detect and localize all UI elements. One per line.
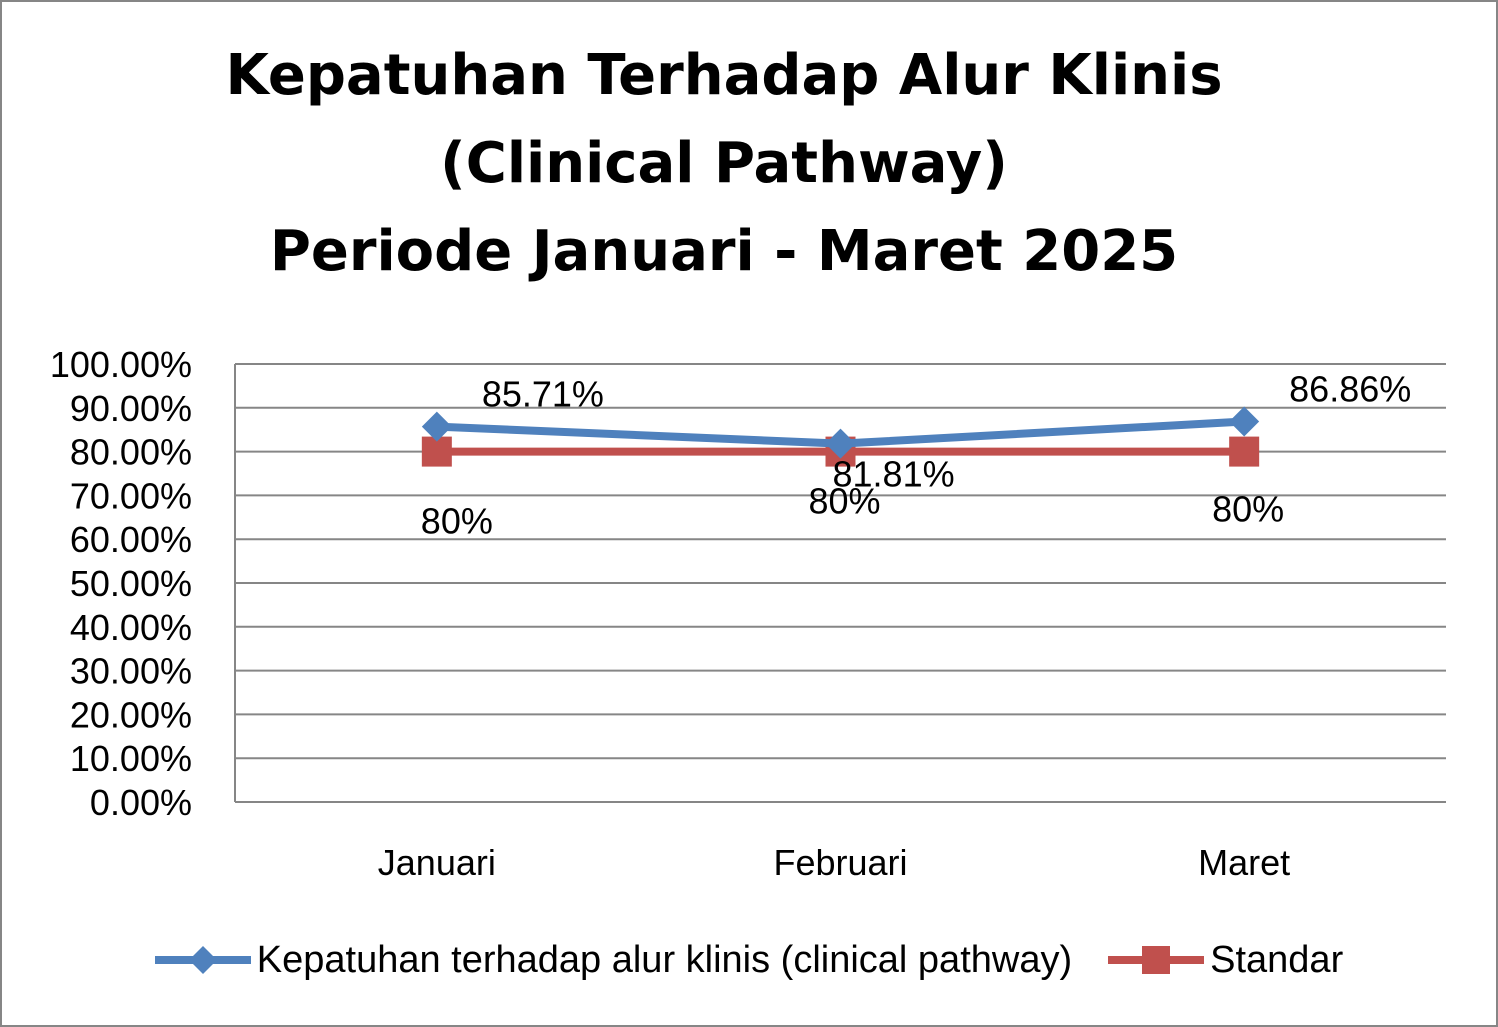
data-point-square <box>1229 436 1260 467</box>
y-tick-label: 80.00% <box>70 432 192 473</box>
data-label: 80% <box>421 501 493 542</box>
legend-item-standar: Standar <box>1108 939 1343 982</box>
legend-label-kepatuhan: Kepatuhan terhadap alur klinis (clinical… <box>256 938 1073 981</box>
data-label: 85.71% <box>482 374 604 415</box>
data-label: 80% <box>808 481 880 522</box>
data-point-square <box>421 436 452 467</box>
y-tick-label: 0.00% <box>90 782 192 823</box>
y-tick-label: 100.00% <box>50 344 192 385</box>
legend: Kepatuhan terhadap alur klinis (clinical… <box>2 932 1496 988</box>
y-tick-label: 90.00% <box>70 388 192 429</box>
legend-label-standar: Standar <box>1210 938 1344 981</box>
y-tick-label: 60.00% <box>70 519 192 560</box>
y-tick-label: 30.00% <box>70 651 192 692</box>
y-tick-label: 50.00% <box>70 563 192 604</box>
y-tick-label: 70.00% <box>70 475 192 516</box>
chart-title: Kepatuhan Terhadap Alur Klinis (Clinical… <box>2 32 1446 296</box>
data-label: 80% <box>1212 489 1284 530</box>
legend-line-square-icon <box>1108 946 1205 974</box>
y-tick-label: 40.00% <box>70 607 192 648</box>
data-label: 86.86% <box>1289 369 1411 410</box>
legend-line-diamond-icon <box>154 946 251 974</box>
chart-title-line-1: Kepatuhan Terhadap Alur Klinis <box>225 43 1223 108</box>
chart-title-line-2: (Clinical Pathway) <box>440 131 1008 196</box>
data-point-diamond <box>1229 406 1260 437</box>
data-point-diamond <box>421 411 452 442</box>
x-tick-label: Februari <box>773 842 907 883</box>
y-tick-label: 10.00% <box>70 738 192 779</box>
data-point-diamond <box>825 428 856 459</box>
chart-title-line-3: Periode Januari - Maret 2025 <box>269 219 1179 284</box>
legend-item-kepatuhan: Kepatuhan terhadap alur klinis (clinical… <box>154 938 1073 982</box>
x-tick-label: Januari <box>378 842 496 883</box>
x-tick-label: Maret <box>1198 842 1290 883</box>
y-tick-label: 20.00% <box>70 694 192 735</box>
data-label: 81.81% <box>833 454 955 495</box>
